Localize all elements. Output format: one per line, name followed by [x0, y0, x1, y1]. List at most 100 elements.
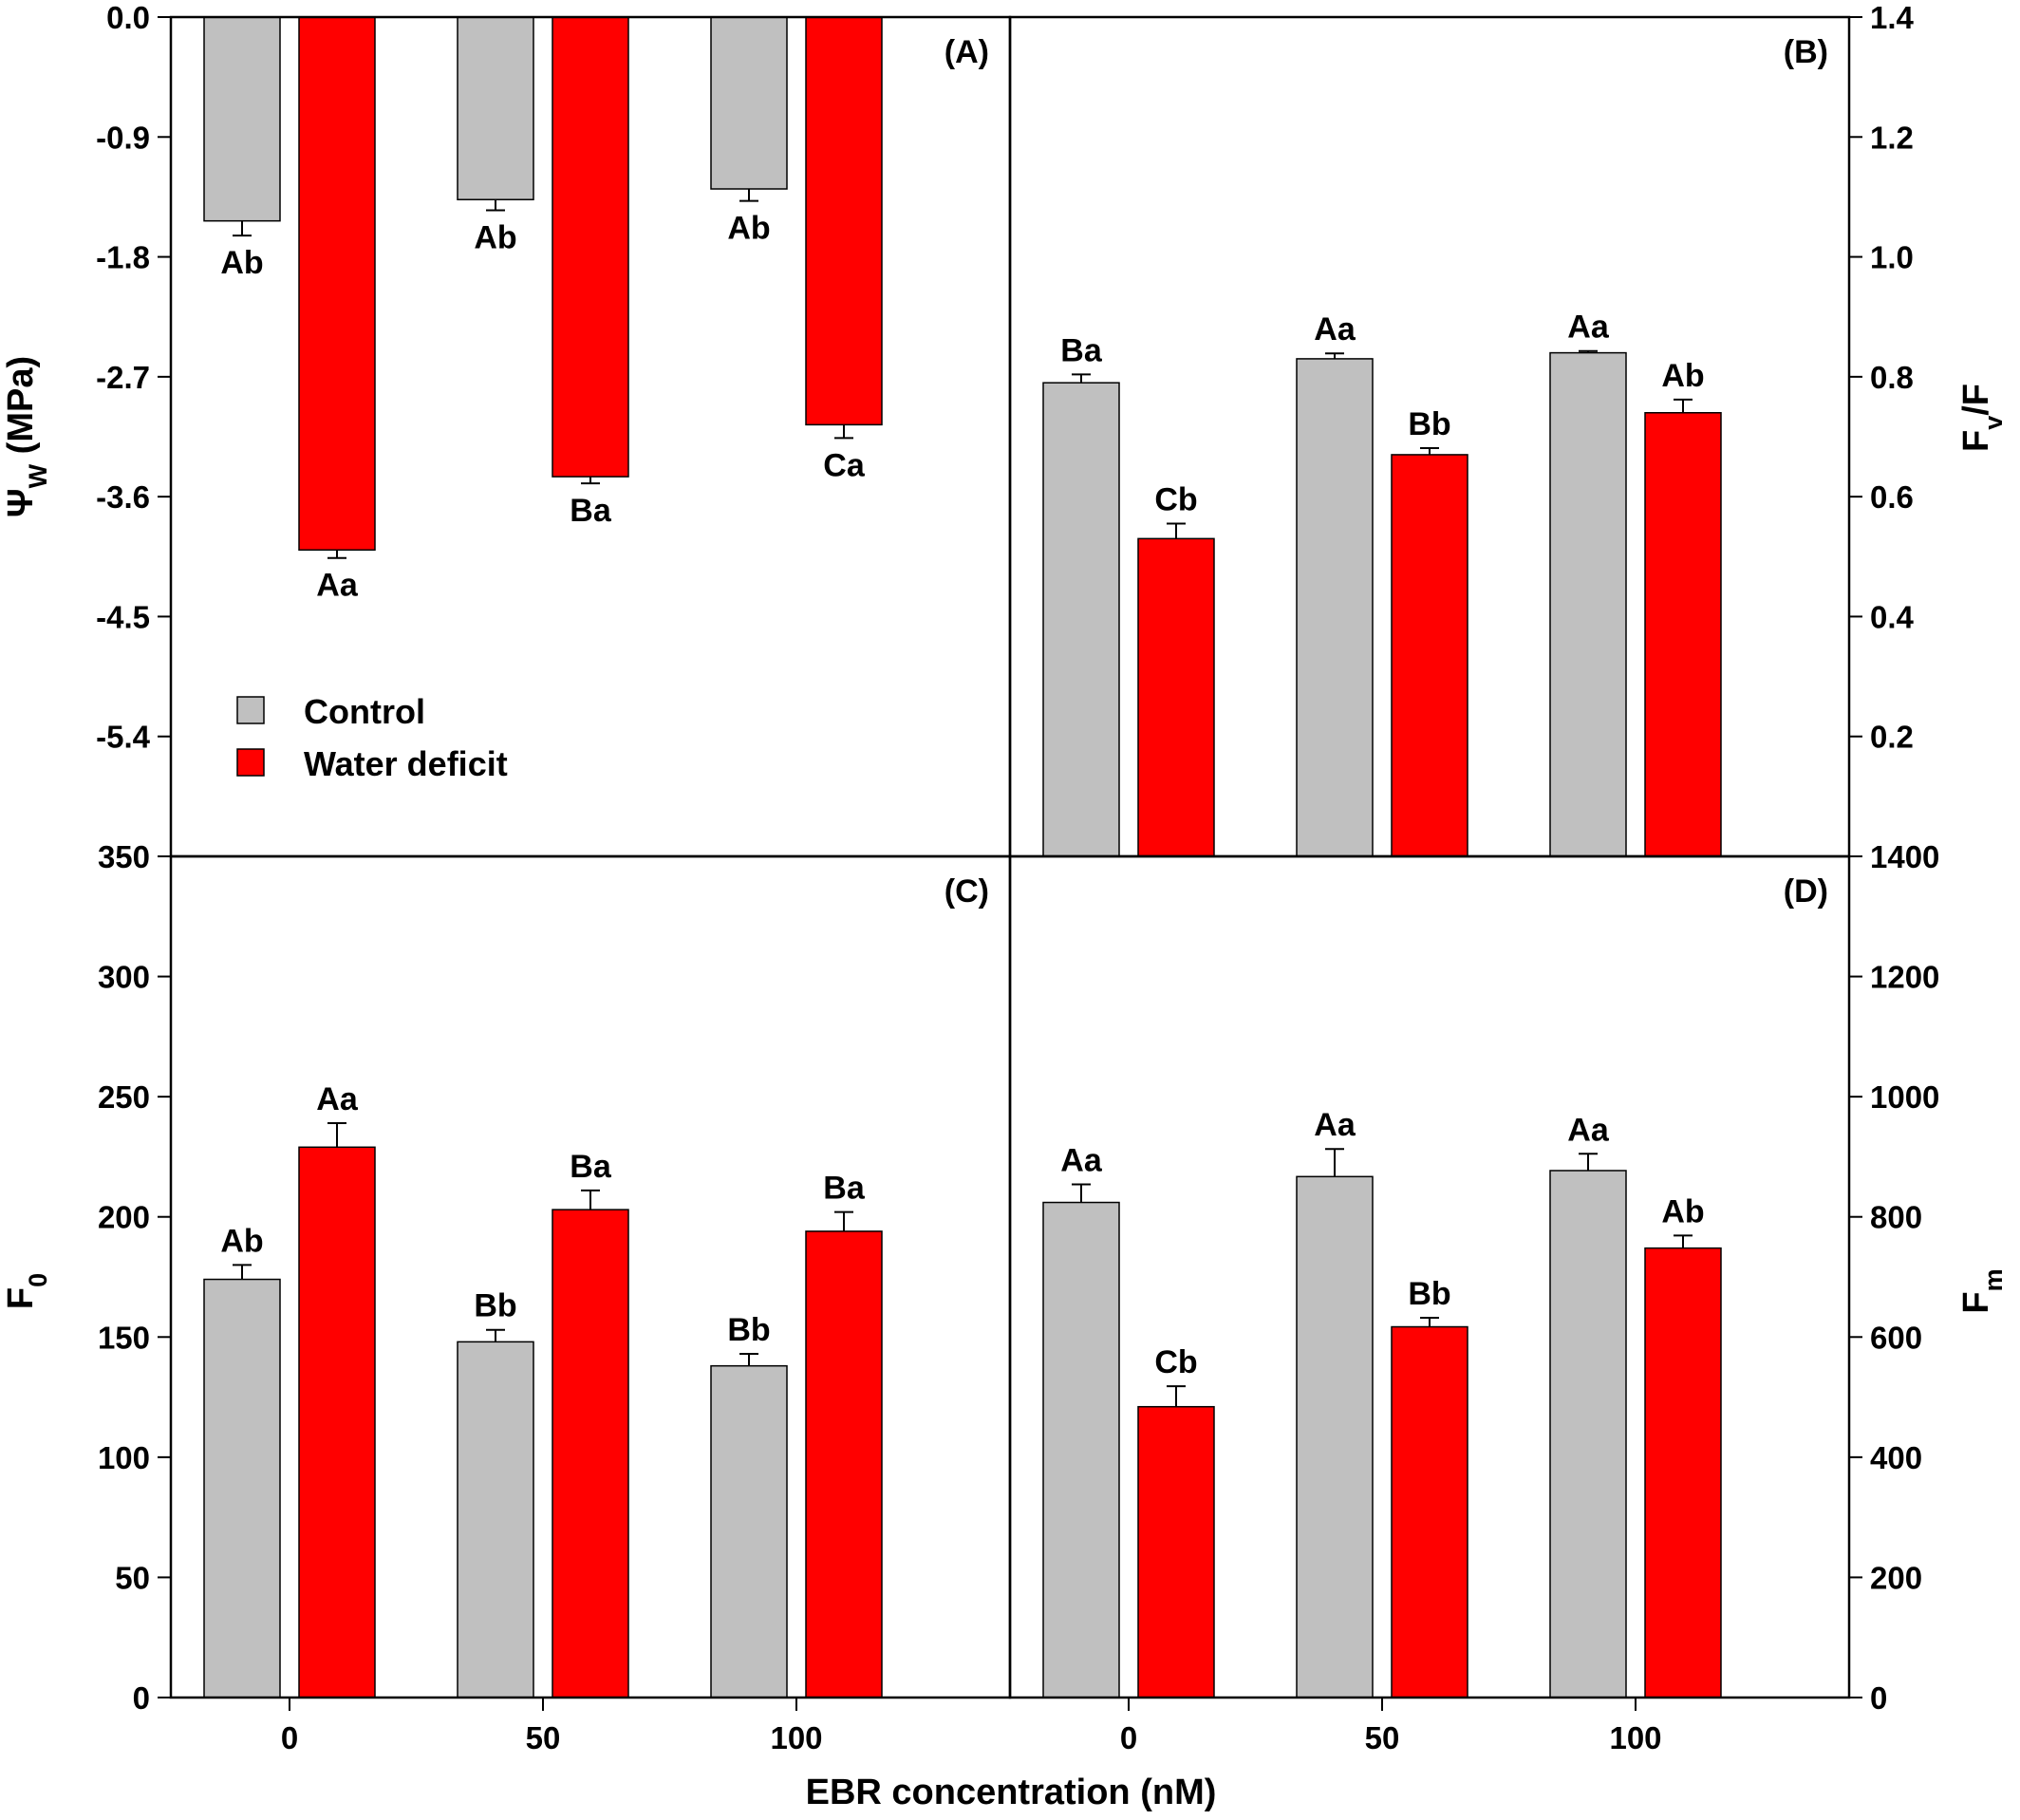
bar: [457, 16, 534, 200]
significance-label: Bb: [474, 1288, 516, 1324]
x-tick-label: 0: [1120, 1720, 1137, 1755]
y-tick-label: -4.5: [96, 599, 150, 634]
y-tick-label: 400: [1870, 1440, 1922, 1475]
y-tick-label: 1.2: [1870, 120, 1914, 155]
significance-label: Ab: [220, 1223, 263, 1259]
bar: [298, 16, 376, 552]
bar: [203, 16, 281, 222]
y-tick-label: -2.7: [96, 360, 150, 395]
bar: [1644, 1247, 1722, 1698]
y-tick-label: -3.6: [96, 479, 150, 515]
bar: [1042, 1201, 1120, 1698]
y-tick-label: 0.0: [106, 0, 150, 35]
significance-label: Bb: [1408, 406, 1450, 442]
x-axis-title: EBR concentration (nM): [806, 1773, 1217, 1812]
significance-label: Aa: [1060, 1143, 1103, 1179]
bar: [1549, 1170, 1627, 1698]
x-tick-label: 100: [1609, 1720, 1661, 1755]
bar: [805, 16, 883, 426]
significance-label: Ab: [1661, 1193, 1704, 1229]
y-tick-label: 1.0: [1870, 240, 1914, 275]
significance-label: Cb: [1154, 482, 1197, 518]
panel-label: (A): [945, 34, 989, 70]
bar: [457, 1341, 534, 1698]
bar: [1137, 537, 1215, 857]
y-tick-label: 100: [98, 1440, 150, 1475]
y-tick-label: 1400: [1870, 839, 1939, 874]
x-tick-label: 50: [1365, 1720, 1400, 1755]
y-tick-label: 0.8: [1870, 360, 1914, 395]
significance-label: Aa: [1314, 1107, 1356, 1143]
y-axis-title-a: ΨW (MPa): [1, 356, 52, 517]
y-tick-label: 50: [115, 1560, 150, 1595]
y-tick-label: 1.4: [1870, 0, 1915, 35]
significance-label: Ba: [1060, 332, 1103, 368]
significance-label: Ba: [570, 493, 612, 529]
y-tick-label: 200: [98, 1200, 150, 1235]
significance-label: Aa: [316, 1081, 359, 1117]
significance-label: Ab: [1661, 358, 1704, 394]
significance-label: Ba: [823, 1171, 866, 1207]
legend-label-control: Control: [304, 692, 425, 731]
significance-label: Ab: [220, 245, 263, 281]
bar: [1391, 1325, 1468, 1698]
panel-label: (B): [1784, 34, 1828, 70]
bar: [710, 16, 788, 190]
significance-label: Bb: [727, 1312, 770, 1348]
significance-label: Cb: [1154, 1344, 1197, 1380]
bar: [1644, 411, 1722, 857]
y-tick-label: 1000: [1870, 1079, 1939, 1115]
y-tick-label: 800: [1870, 1200, 1922, 1235]
y-tick-label: 200: [1870, 1560, 1922, 1595]
panels: Ab Ab Ab Aa Ba Ca 0.0 -0.9 -1.8 -2.7 -3.6 -4.5 -5.4 (…: [1, 0, 2008, 1755]
bar: [1042, 382, 1120, 857]
y-axis-title-b: Fv/F: [1956, 384, 2008, 452]
y-tick-label: 300: [98, 960, 150, 995]
bar: [298, 1146, 376, 1698]
bar: [1549, 351, 1627, 857]
significance-label: Aa: [1314, 311, 1356, 347]
bar: [1296, 358, 1374, 857]
y-tick-label: -1.8: [96, 240, 150, 275]
legend-swatch-control: [236, 696, 265, 724]
y-tick-label: 250: [98, 1079, 150, 1115]
significance-label: Aa: [316, 568, 359, 604]
y-tick-label: -0.9: [96, 120, 150, 155]
significance-label: Ba: [570, 1149, 612, 1185]
significance-label: Aa: [1567, 310, 1610, 346]
y-tick-label: 150: [98, 1320, 150, 1355]
bar: [552, 16, 629, 478]
y-axis-title-c: F0: [1, 1273, 52, 1309]
y-tick-label: 0.4: [1870, 599, 1915, 634]
panel-c: Ab Bb Bb Aa Ba Ba 0 50 100 150 200 250 300 350 (C) 0 50 1…: [98, 839, 1012, 1755]
x-tick-label: 0: [281, 1720, 298, 1755]
legend: Control Water deficit: [236, 692, 508, 783]
significance-label: Ab: [474, 219, 516, 255]
y-tick-label: 0: [1870, 1680, 1887, 1716]
y-tick-label: 0: [133, 1680, 150, 1716]
bar: [805, 1230, 883, 1698]
y-tick-label: 350: [98, 839, 150, 874]
bar: [203, 1278, 281, 1698]
y-tick-label: -5.4: [96, 720, 151, 755]
y-tick-label: 1200: [1870, 960, 1939, 995]
y-axis-title-d: Fm: [1956, 1268, 2008, 1313]
bar: [1137, 1405, 1215, 1698]
bar: [1296, 1175, 1374, 1698]
legend-label-water-deficit: Water deficit: [304, 744, 508, 783]
x-tick-label: 100: [770, 1720, 822, 1755]
y-tick-label: 0.2: [1870, 720, 1914, 755]
panel-a: Ab Ab Ab Aa Ba Ca 0.0 -0.9 -1.8 -2.7 -3.6 -4.5 -5.4 (…: [96, 0, 1012, 858]
panel-b: Ba Aa Aa Cb Bb Ab 0.2 0.4 0.6 0.8 1.0 1.2 1.4 (B): [1008, 0, 1915, 858]
significance-label: Ca: [823, 447, 866, 483]
y-tick-label: 0.6: [1870, 479, 1914, 515]
x-tick-label: 50: [526, 1720, 561, 1755]
plot-frame: [1008, 854, 1851, 1699]
y-tick-label: 600: [1870, 1320, 1922, 1355]
bar: [710, 1364, 788, 1698]
panel-label: (C): [945, 873, 989, 910]
bar: [552, 1209, 629, 1698]
panel-label: (D): [1784, 873, 1828, 910]
